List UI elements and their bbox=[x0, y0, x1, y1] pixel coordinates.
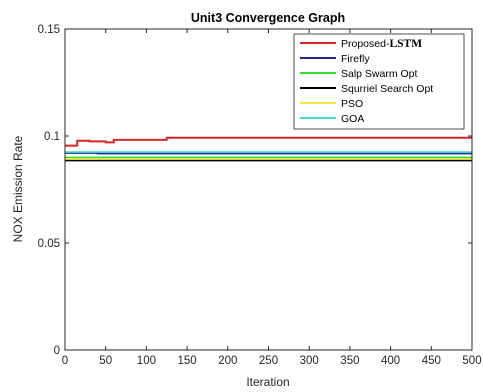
x-tick-label: 50 bbox=[99, 355, 112, 367]
x-tick-label: 150 bbox=[178, 355, 197, 367]
y-tick-label: 0.15 bbox=[38, 24, 60, 36]
y-tick-label: 0.1 bbox=[44, 131, 60, 143]
x-tick-label: 300 bbox=[300, 355, 319, 367]
legend: Proposed-LSTM Firefly Salp Swarm Opt Squrri… bbox=[293, 33, 465, 130]
x-tick-label: 350 bbox=[340, 355, 359, 367]
x-axis-label: Iteration bbox=[246, 375, 289, 389]
y-tick-label: 0 bbox=[54, 345, 60, 357]
x-tick-label: 0 bbox=[62, 355, 68, 367]
series-line-0 bbox=[65, 136, 472, 147]
y-axis-label: NOX Emission Rate bbox=[11, 135, 25, 242]
x-tick-label: 250 bbox=[259, 355, 278, 367]
legend-label-0: Proposed-LSTM bbox=[341, 38, 422, 50]
y-axis-ticks: 0 0.05 0.1 0.15 bbox=[38, 24, 472, 357]
x-tick-label: 100 bbox=[137, 355, 156, 367]
legend-entries: Proposed-LSTM Firefly Salp Swarm Opt Squrri… bbox=[300, 38, 433, 125]
series-layer bbox=[65, 136, 472, 162]
legend-label-3: Squrriel Search Opt bbox=[341, 83, 433, 95]
legend-label-1: Firefly bbox=[341, 53, 370, 65]
y-tick-label: 0.05 bbox=[38, 238, 60, 250]
legend-box bbox=[293, 33, 465, 130]
legend-label-2: Salp Swarm Opt bbox=[341, 68, 418, 80]
legend-label-4: PSO bbox=[341, 98, 363, 110]
x-tick-label: 400 bbox=[381, 355, 400, 367]
x-axis-ticks: 0 50 100 150 200 250 300 350 400 450 500 bbox=[62, 29, 482, 367]
x-tick-label: 450 bbox=[422, 355, 441, 367]
legend-label-5: GOA bbox=[341, 113, 364, 125]
x-tick-label: 200 bbox=[218, 355, 237, 367]
x-tick-label: 500 bbox=[462, 355, 481, 367]
chart-title: Unit3 Convergence Graph bbox=[191, 11, 345, 25]
